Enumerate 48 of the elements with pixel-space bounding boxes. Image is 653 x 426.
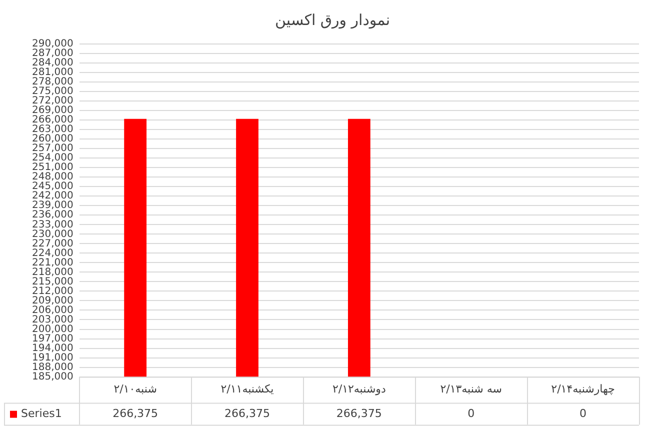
y-tick-label: 188,000 — [32, 362, 74, 373]
y-tick-label: 197,000 — [32, 333, 74, 344]
y-tick-label: 194,000 — [32, 342, 74, 354]
y-tick-label: 242,000 — [32, 190, 74, 202]
text: 0 — [468, 407, 475, 420]
y-tick-label: 209,000 — [32, 295, 74, 306]
y-tick-label: 281,000 — [32, 67, 74, 78]
data-label: 266,375 — [112, 407, 158, 420]
data-label: 266,375 — [224, 407, 270, 420]
text: 0 — [580, 407, 587, 420]
y-tick-label: 191,000 — [32, 352, 74, 364]
y-tick-label: 260,000 — [32, 134, 74, 145]
x-tick-label: سه شنبه۲/۱۳ — [440, 382, 502, 396]
y-tick-label: 185,000 — [32, 371, 74, 382]
y-tick-label: 239,000 — [32, 200, 74, 212]
legend-label: Series1 — [21, 407, 62, 420]
chart-title: نمودار ورق اکسین — [275, 10, 390, 29]
y-tick-label: 287,000 — [32, 48, 74, 60]
y-tick-label: 269,000 — [32, 105, 74, 116]
y-tick-label: 257,000 — [32, 143, 74, 154]
y-tick-label: 263,000 — [32, 124, 74, 136]
y-tick-label: 284,000 — [32, 58, 74, 69]
y-tick-label: 203,000 — [32, 314, 74, 326]
y-tick-label: 266,000 — [32, 114, 74, 126]
y-tick-label: 275,000 — [32, 86, 74, 98]
data-label: 266,375 — [336, 407, 382, 420]
x-tick-label: چهارشنبه۲/۱۴ — [551, 382, 615, 396]
y-tick-label: 248,000 — [32, 172, 74, 183]
y-tick-label: 290,000 — [32, 38, 74, 50]
y-tick-label: 251,000 — [32, 162, 74, 174]
x-tick-label: یکشنبه۲/۱۱ — [220, 382, 274, 396]
y-tick-label: 224,000 — [32, 248, 74, 259]
x-tick-label: شنبه۲/۱۰ — [114, 382, 157, 396]
y-tick-label: 218,000 — [32, 266, 74, 278]
y-tick-label: 278,000 — [32, 76, 74, 88]
x-tick-label: دوشنبه۲/۱۲ — [332, 382, 386, 396]
y-tick-label: 272,000 — [32, 96, 74, 107]
y-tick-label: 245,000 — [32, 181, 74, 192]
y-tick-label: 200,000 — [32, 324, 74, 335]
y-tick-label: 221,000 — [32, 257, 74, 268]
y-tick-label: 233,000 — [32, 219, 74, 230]
y-tick-label: 236,000 — [32, 210, 74, 221]
y-tick-label: 206,000 — [32, 304, 74, 316]
y-tick-label: 254,000 — [32, 152, 74, 164]
y-tick-label: 227,000 — [32, 238, 74, 250]
y-tick-label: 212,000 — [32, 286, 74, 297]
y-tick-label: 230,000 — [32, 228, 74, 240]
y-tick-label: 215,000 — [32, 276, 74, 288]
